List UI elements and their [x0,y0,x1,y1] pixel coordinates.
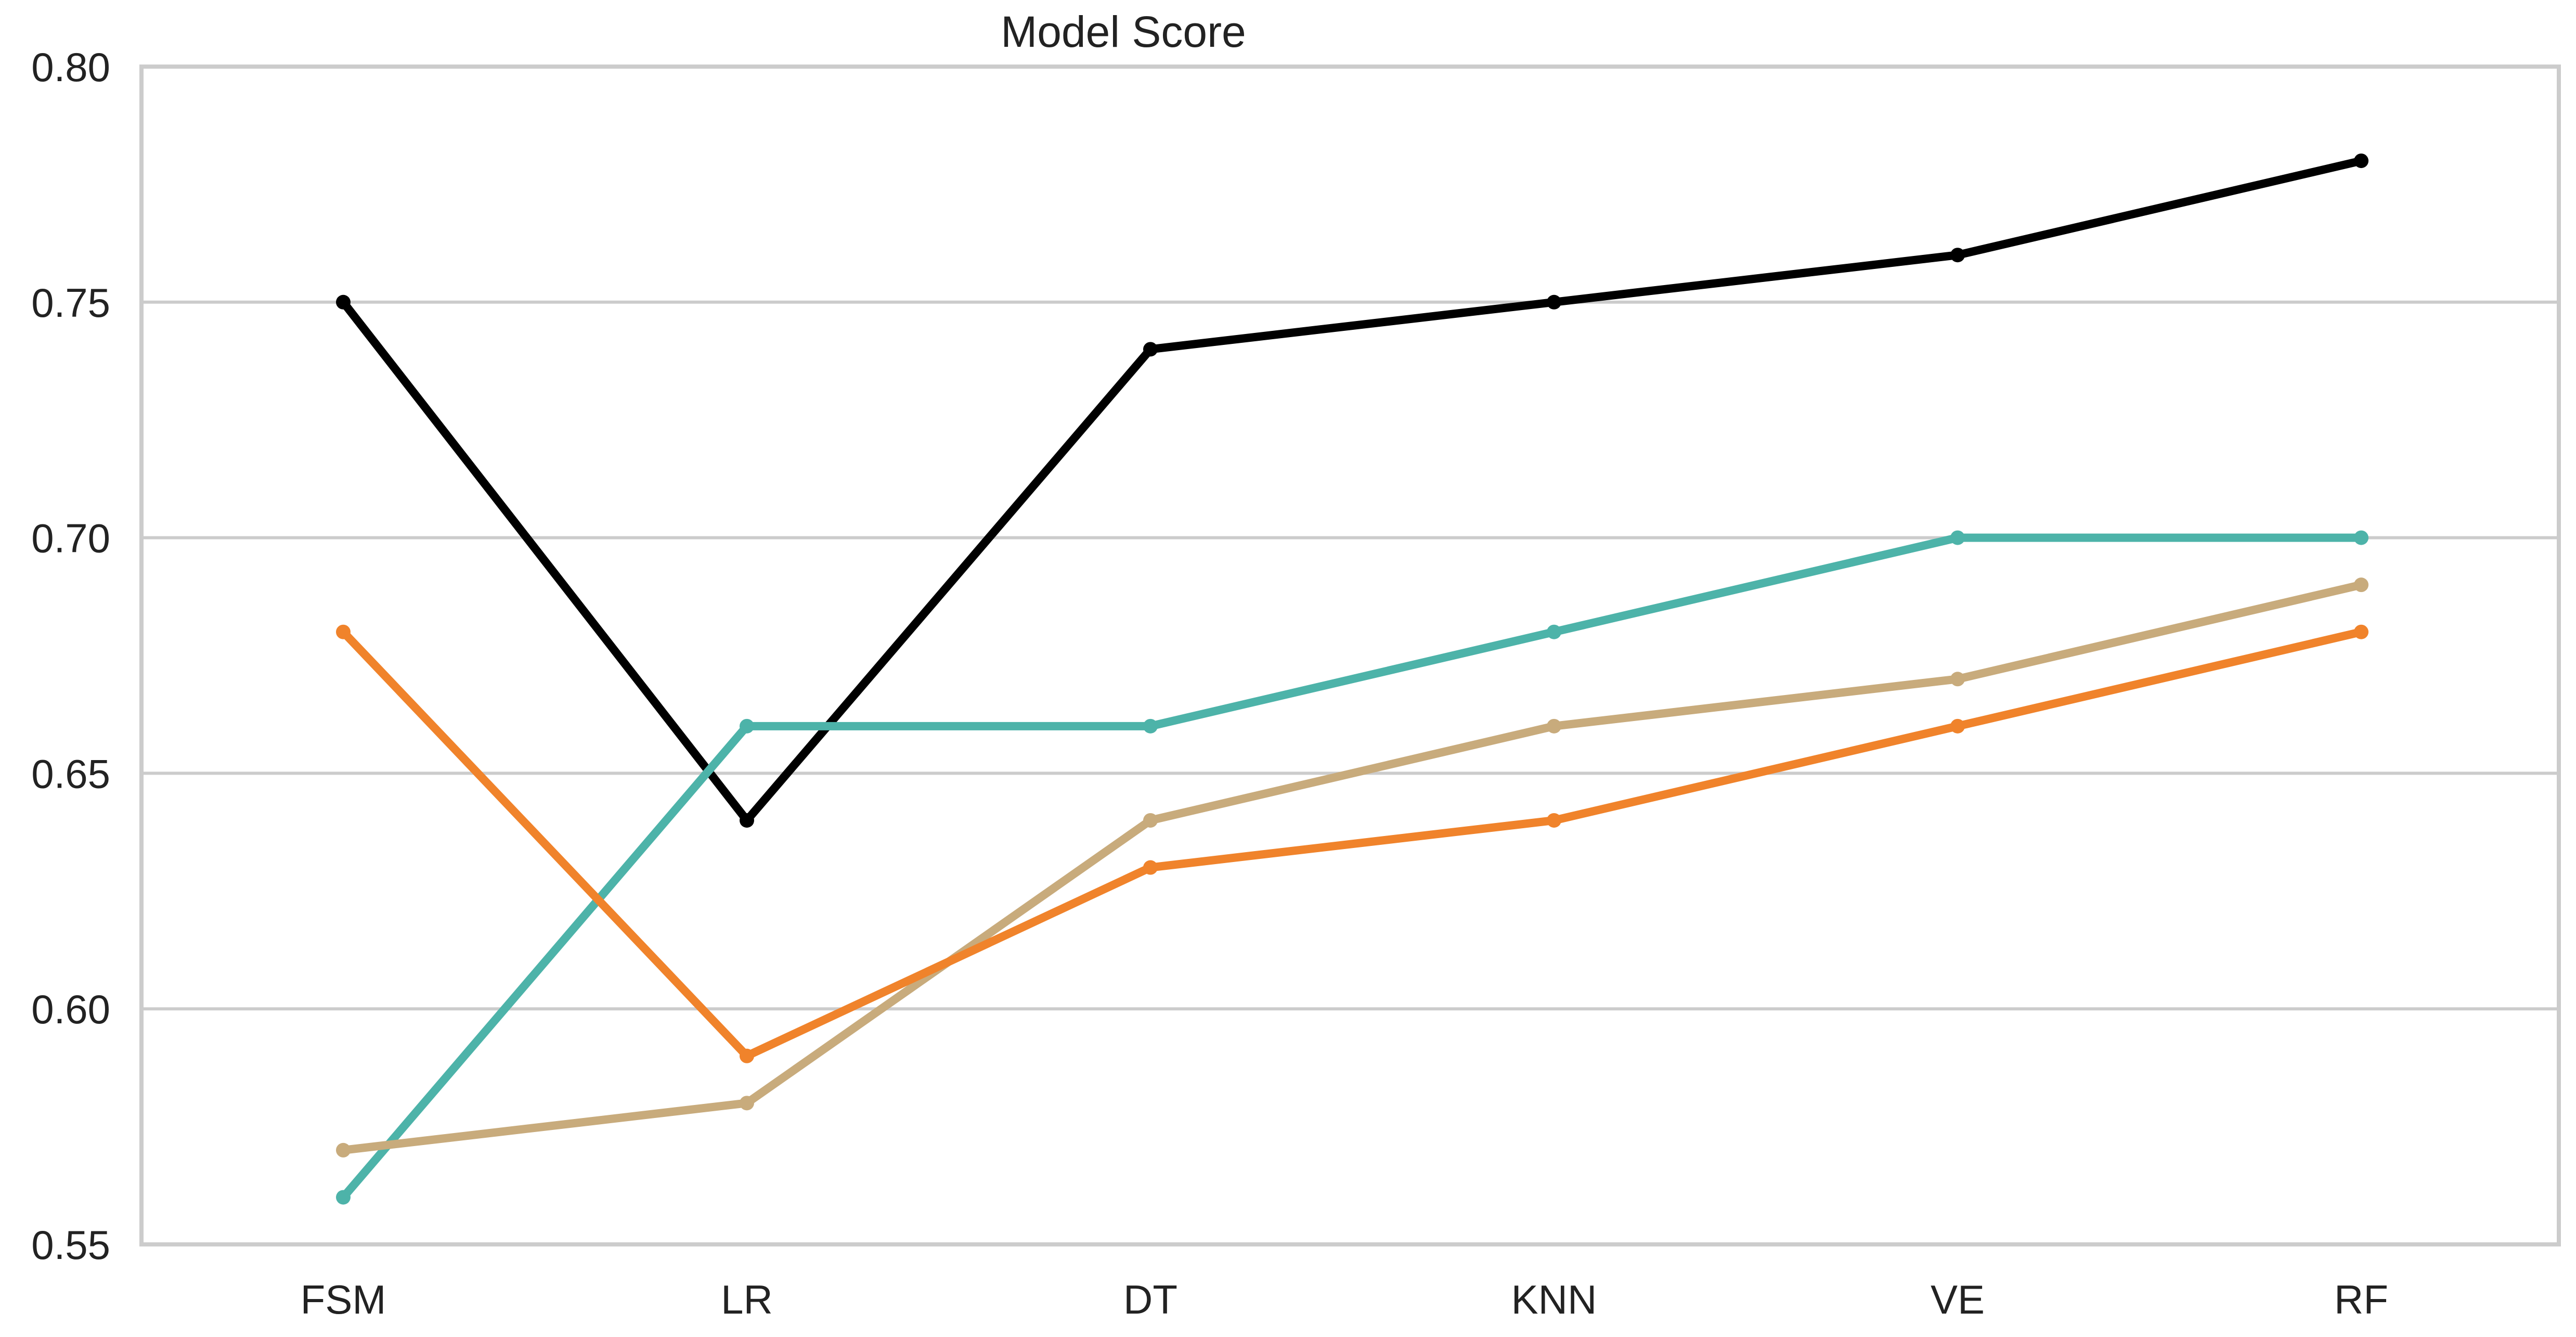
data-point [1950,248,1965,263]
x-tick-label: VE [1931,1277,1985,1322]
chart-title: Model Score [1001,7,1246,56]
data-point [1547,624,1561,639]
data-point [336,294,351,310]
data-point [1143,813,1158,828]
plot-frame [139,65,2561,1246]
data-point [2354,530,2368,545]
data-point [1547,813,1561,828]
data-point [336,1190,351,1205]
y-tick-label: 0.65 [31,751,110,796]
y-tick-label: 0.75 [31,280,110,326]
x-tick-label: LR [721,1277,773,1322]
series-line [339,627,2365,1060]
data-point [1950,672,1965,687]
y-axis-ticks: 0.55 0.60 0.65 0.70 0.75 0.80 [31,44,110,1268]
series-3 [336,624,2368,1063]
y-tick-label: 0.70 [31,516,110,561]
data-point [740,718,754,734]
x-tick-label: RF [2334,1277,2388,1322]
x-tick-label: DT [1123,1277,1177,1322]
y-tick-label: 0.55 [31,1222,110,1268]
x-tick-label: KNN [1511,1277,1597,1322]
data-point [1547,294,1561,310]
series-line [339,157,2365,825]
data-point [2354,153,2368,169]
series-group [336,153,2368,1205]
series-2 [336,577,2368,1158]
x-tick-label: FSM [301,1277,386,1322]
series-1 [336,530,2368,1205]
y-tick-label: 0.80 [31,44,110,90]
data-point [740,1096,754,1111]
data-point [1143,860,1158,875]
x-axis-ticks: FSM LR DT KNN VE RF [301,1277,2388,1322]
data-point [1143,718,1158,734]
data-point [336,1142,351,1158]
data-point [1143,342,1158,357]
y-tick-label: 0.60 [31,986,110,1032]
data-point [740,1048,754,1063]
data-point [2354,624,2368,639]
series-0 [336,153,2368,828]
series-line [339,533,2365,1202]
data-point [336,624,351,639]
data-point [740,813,754,828]
data-point [1547,718,1561,734]
data-point [1950,530,1965,545]
data-point [1950,718,1965,734]
series-line [339,581,2365,1154]
grid-lines [141,65,2559,1246]
data-point [2354,577,2368,593]
